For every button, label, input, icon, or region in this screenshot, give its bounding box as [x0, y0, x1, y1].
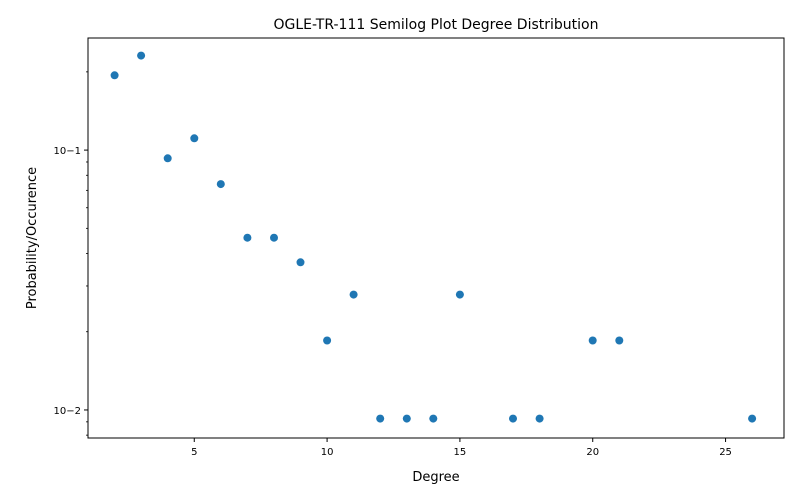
data-point — [535, 414, 544, 423]
axes-frame — [87, 37, 785, 439]
data-point — [163, 154, 172, 163]
y-tick-label: 10−1 — [54, 146, 81, 157]
data-point — [137, 51, 146, 60]
data-point — [429, 414, 438, 423]
data-point — [190, 134, 199, 143]
data-point — [615, 336, 624, 345]
data-point — [376, 414, 385, 423]
x-tick-label: 10 — [321, 447, 334, 458]
data-point — [323, 336, 332, 345]
x-tick-label: 25 — [719, 447, 732, 458]
x-tick-label: 15 — [454, 447, 467, 458]
data-point — [588, 336, 597, 345]
data-point — [349, 290, 358, 299]
plot-area — [110, 51, 757, 423]
data-point — [270, 233, 278, 242]
y-axis-label: Probability/Occurence — [25, 167, 40, 309]
x-tick-label: 5 — [191, 447, 197, 458]
data-point — [296, 258, 305, 267]
x-axis-label: Degree — [412, 470, 459, 485]
data-point — [402, 414, 411, 423]
chart-title: OGLE-TR-111 Semilog Plot Degree Distribu… — [274, 17, 599, 33]
x-axis-ticks: 5 10 15 20 25 — [191, 438, 732, 458]
y-tick-label: 10−2 — [54, 406, 81, 417]
x-tick-label: 20 — [586, 447, 599, 458]
data-point — [216, 180, 225, 189]
data-point — [110, 71, 119, 80]
data-point — [455, 290, 464, 299]
data-point — [748, 414, 757, 423]
data-point — [243, 233, 252, 242]
y-axis-ticks: 10−2 10−1 — [54, 71, 88, 436]
data-point — [509, 414, 517, 423]
